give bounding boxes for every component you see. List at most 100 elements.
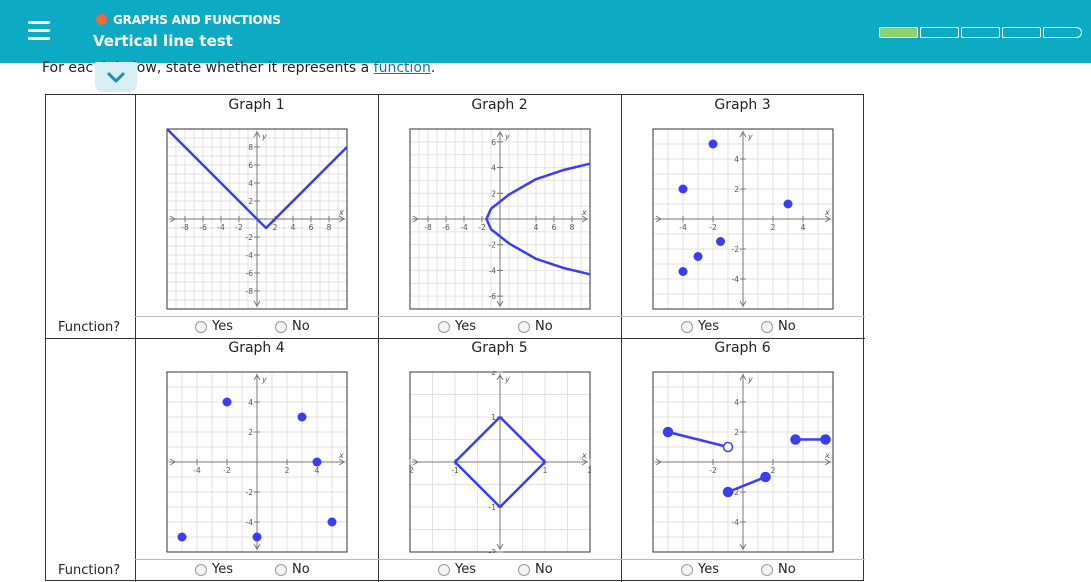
x-tick-label: 2 bbox=[273, 223, 278, 232]
x-tick-label: 8 bbox=[327, 223, 332, 232]
x-tick-label: -6 bbox=[199, 223, 207, 232]
y-axis-label: y bbox=[504, 132, 510, 141]
x-tick-label: -8 bbox=[181, 223, 189, 232]
y-tick-label: -2 bbox=[246, 233, 254, 242]
x-tick-label: -4 bbox=[679, 223, 687, 232]
y-axis-arrow bbox=[253, 131, 261, 138]
x-tick-label: 6 bbox=[552, 223, 557, 232]
series-line bbox=[453, 416, 547, 509]
page-title: Vertical line test bbox=[93, 32, 233, 50]
progress-segment bbox=[1043, 27, 1082, 38]
graph-3-yes-radio[interactable]: Yes bbox=[681, 319, 719, 334]
x-axis-arrow bbox=[824, 458, 831, 466]
x-axis-arrow bbox=[338, 215, 345, 223]
y-tick-label: 2 bbox=[734, 428, 739, 437]
graph-5-no-radio[interactable]: No bbox=[518, 562, 553, 577]
x-tick-label: 4 bbox=[315, 466, 320, 475]
graph-4-no-radio[interactable]: No bbox=[275, 562, 310, 577]
open-endpoint bbox=[722, 441, 734, 453]
graph-2-no-radio[interactable]: No bbox=[518, 319, 553, 334]
y-tick-label: 4 bbox=[248, 179, 253, 188]
x-axis-arrow bbox=[655, 215, 662, 223]
y-axis-arrow bbox=[496, 131, 504, 138]
y-axis-arrow bbox=[739, 543, 747, 550]
x-axis-arrow bbox=[412, 458, 419, 466]
series-segment bbox=[667, 430, 729, 449]
y-tick-label: -4 bbox=[489, 266, 497, 275]
graph-6-yes-radio[interactable]: Yes bbox=[681, 562, 719, 577]
graph-5-yes-radio[interactable]: Yes bbox=[438, 562, 476, 577]
graph-4-yes-radio[interactable]: Yes bbox=[195, 562, 233, 577]
x-tick-label: 2 bbox=[285, 466, 290, 475]
graph-2-plot: x y -8 -6 -4 -2 4 6 8 6 4 2 -2 -4 -6 bbox=[409, 128, 591, 310]
graphs-table: Graph 1 Graph 2 Graph 3 Graph 4 Graph 5 … bbox=[45, 94, 865, 582]
graph-4-label: Graph 4 bbox=[228, 340, 285, 356]
progress-segment bbox=[961, 27, 1000, 38]
function-link[interactable]: function bbox=[373, 60, 431, 76]
x-tick-label: -2 bbox=[709, 223, 717, 232]
y-tick-label: -2 bbox=[732, 245, 740, 254]
x-axis-arrow bbox=[824, 215, 831, 223]
function-row-label: Function? bbox=[58, 563, 121, 578]
graph-3-label: Graph 3 bbox=[714, 97, 771, 113]
closed-endpoint bbox=[662, 426, 674, 438]
y-tick-label: 8 bbox=[248, 143, 253, 152]
y-tick-label: -2 bbox=[489, 241, 497, 250]
data-point bbox=[177, 532, 187, 542]
y-axis-arrow bbox=[253, 374, 261, 381]
y-axis-arrow bbox=[253, 300, 261, 307]
graph-2-yes-radio[interactable]: Yes bbox=[438, 319, 476, 334]
y-tick-label: 2 bbox=[734, 185, 739, 194]
data-point bbox=[678, 184, 688, 194]
collapse-header-button[interactable] bbox=[95, 62, 137, 92]
menu-icon bbox=[28, 21, 50, 24]
x-tick-label: 2 bbox=[771, 466, 776, 475]
x-axis-label: x bbox=[824, 451, 830, 460]
data-point bbox=[716, 237, 725, 246]
graph-1-no-radio[interactable]: No bbox=[275, 319, 310, 334]
y-tick-label: -4 bbox=[732, 518, 740, 527]
data-point bbox=[708, 139, 718, 149]
y-tick-label: 2 bbox=[491, 371, 496, 377]
header-bar: GRAPHS AND FUNCTIONS Vertical line test bbox=[0, 0, 1091, 63]
y-axis-arrow bbox=[253, 543, 261, 550]
x-tick-label: 2 bbox=[588, 466, 591, 475]
x-tick-label: 6 bbox=[309, 223, 314, 232]
graph-3-no-radio[interactable]: No bbox=[761, 319, 796, 334]
progress-segment bbox=[879, 27, 918, 38]
y-axis-arrow bbox=[739, 374, 747, 381]
progress-bar bbox=[879, 27, 1084, 38]
instructions: For eachh below, state whether it repres… bbox=[42, 60, 436, 76]
y-tick-label: 4 bbox=[491, 164, 496, 173]
x-axis-arrow bbox=[581, 215, 588, 223]
x-axis-label: x bbox=[581, 451, 587, 460]
menu-button[interactable] bbox=[20, 13, 60, 49]
function-row-label: Function? bbox=[58, 320, 121, 335]
y-tick-label: 1 bbox=[491, 413, 496, 422]
x-axis-arrow bbox=[338, 458, 345, 466]
x-axis-label: x bbox=[581, 208, 587, 217]
plot-frame bbox=[409, 128, 591, 310]
series-segment bbox=[727, 475, 766, 494]
y-tick-label: 4 bbox=[248, 398, 253, 407]
topic-status-icon bbox=[96, 14, 107, 25]
y-tick-label: -2 bbox=[246, 488, 254, 497]
x-axis-arrow bbox=[655, 458, 662, 466]
y-axis-arrow bbox=[739, 300, 747, 307]
x-tick-label: -2 bbox=[478, 223, 486, 232]
topic-label: GRAPHS AND FUNCTIONS bbox=[113, 13, 281, 27]
y-axis-arrow bbox=[496, 543, 504, 550]
closed-endpoint bbox=[722, 486, 734, 498]
graph-1-yes-radio[interactable]: Yes bbox=[195, 319, 233, 334]
y-tick-label: 2 bbox=[248, 428, 253, 437]
graph-6-no-radio[interactable]: No bbox=[761, 562, 796, 577]
y-axis-label: y bbox=[747, 375, 753, 384]
y-tick-label: 6 bbox=[248, 161, 253, 170]
graph-1-plot: x y -8 -6 -4 -2 2 4 6 8 8 6 4 2 -2 -4 -6 -8 bbox=[166, 128, 348, 310]
x-axis-label: x bbox=[338, 451, 344, 460]
plot-frame bbox=[166, 128, 348, 310]
closed-endpoint bbox=[820, 434, 831, 445]
y-tick-label: -2 bbox=[732, 488, 740, 497]
data-point bbox=[693, 252, 703, 261]
plot-frame bbox=[652, 128, 834, 310]
